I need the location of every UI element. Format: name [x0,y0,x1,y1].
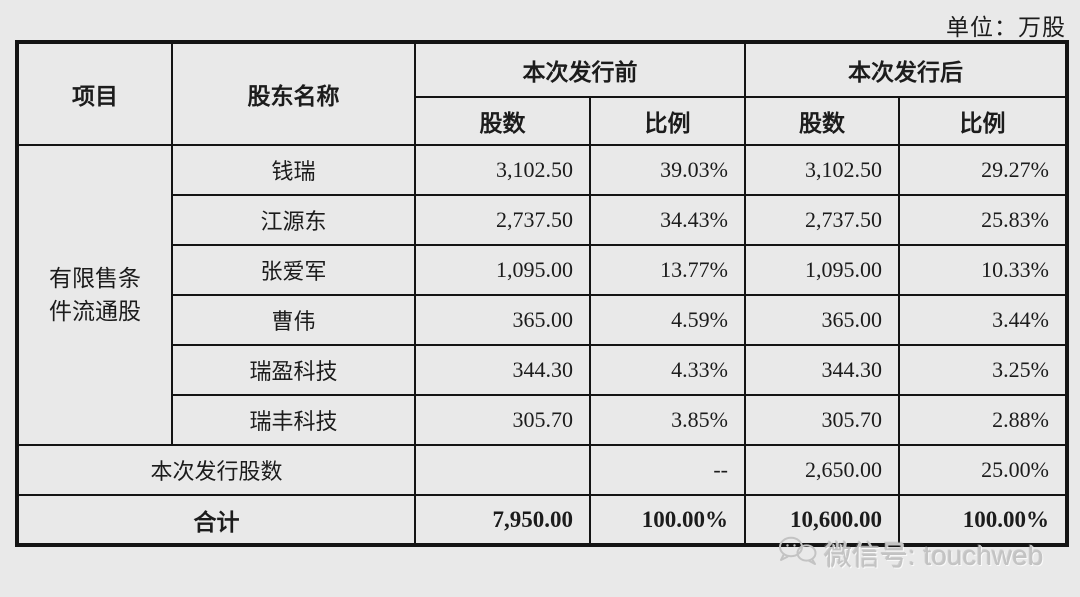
table-row: 曹伟 365.00 4.59% 365.00 3.44% [17,294,1068,346]
after-ratio-value: 2.88% [898,394,1068,446]
header-after-ratio: 比例 [898,96,1068,146]
group-label-text: 有限售条件流通股 [49,265,141,324]
header-row-1: 项目 股东名称 本次发行前 本次发行后 [16,41,1068,146]
header-after-issuance: 本次发行后 [744,41,1068,98]
total-row: 合计 7,950.00 100.00% 10,600.00 100.00% [16,494,1068,546]
issuance-row: 本次发行股数 -- 2,650.00 25.00% [16,444,1068,496]
shareholder-name: 张爱军 [171,244,416,296]
before-shares-value: 2,737.50 [414,194,591,246]
issuance-before-shares [414,444,591,496]
before-ratio-value: 13.77% [589,244,746,296]
issuance-after-shares: 2,650.00 [744,444,900,496]
after-shares-value: 1,095.00 [744,244,900,296]
group-label-restricted-shares: 有限售条件流通股 [16,144,173,446]
before-ratio-value: 3.85% [589,394,746,446]
after-shares-value: 344.30 [744,344,900,396]
after-ratio-value: 25.83% [898,194,1068,246]
after-ratio-value: 29.27% [898,144,1068,196]
shareholder-name: 瑞盈科技 [171,344,416,396]
header-after-shares: 股数 [744,96,900,146]
issuance-after-ratio: 25.00% [898,444,1068,496]
after-shares-value: 2,737.50 [744,194,900,246]
before-shares-value: 3,102.50 [414,144,591,196]
table-row: 张爱军 1,095.00 13.77% 1,095.00 10.33% [17,244,1068,296]
issuance-row-label: 本次发行股数 [16,444,416,496]
before-ratio-value: 4.33% [589,344,746,396]
shareholder-name: 江源东 [171,194,416,246]
before-shares-value: 344.30 [414,344,591,396]
header-before-shares: 股数 [414,96,591,146]
unit-label: 单位：万股 [946,15,1066,40]
before-ratio-value: 34.43% [589,194,746,246]
header-before-ratio: 比例 [589,96,746,146]
total-after-shares: 10,600.00 [744,494,900,546]
header-item: 项目 [16,41,173,146]
header-before-issuance: 本次发行前 [414,41,746,98]
after-shares-value: 3,102.50 [744,144,900,196]
table-row: 瑞盈科技 344.30 4.33% 344.30 3.25% [17,344,1068,396]
header-shareholder: 股东名称 [171,41,416,146]
after-ratio-value: 3.25% [898,344,1068,396]
total-before-shares: 7,950.00 [414,494,591,546]
total-after-ratio: 100.00% [898,494,1068,546]
after-ratio-value: 3.44% [898,294,1068,346]
before-shares-value: 1,095.00 [414,244,591,296]
before-shares-value: 365.00 [414,294,591,346]
shareholding-table: 项目 股东名称 本次发行前 本次发行后 股数 比例 股数 比例 有限售条件流通股… [15,40,1069,547]
shareholder-name: 瑞丰科技 [171,394,416,446]
total-before-ratio: 100.00% [589,494,746,546]
before-ratio-value: 4.59% [589,294,746,346]
after-shares-value: 305.70 [744,394,900,446]
before-ratio-value: 39.03% [589,144,746,196]
shareholder-name: 钱瑞 [171,144,416,196]
issuance-before-ratio: -- [589,444,746,496]
after-ratio-value: 10.33% [898,244,1068,296]
total-row-label: 合计 [16,494,416,546]
header-row-2: 股数 比例 股数 比例 [17,96,1068,146]
table-row: 江源东 2,737.50 34.43% 2,737.50 25.83% [17,194,1068,246]
after-shares-value: 365.00 [744,294,900,346]
table-row: 瑞丰科技 305.70 3.85% 305.70 2.88% [17,394,1068,446]
before-shares-value: 305.70 [414,394,591,446]
shareholder-name: 曹伟 [171,294,416,346]
table-row: 有限售条件流通股 钱瑞 3,102.50 39.03% 3,102.50 29.… [16,144,1068,446]
